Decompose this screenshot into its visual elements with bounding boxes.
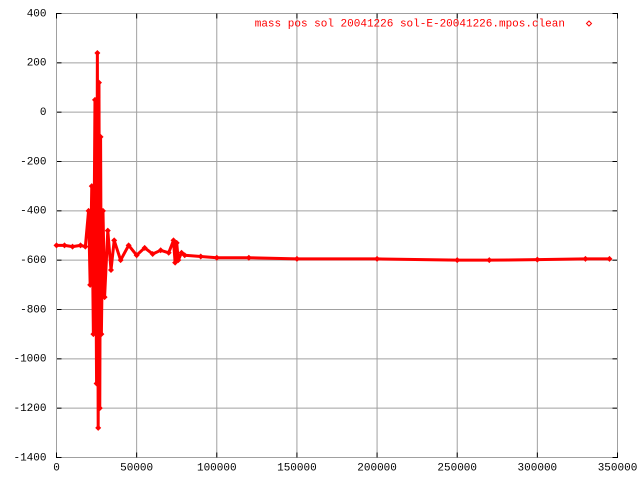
data-point: [87, 281, 94, 288]
x-tick-label: 100000: [197, 462, 237, 474]
data-point: [486, 257, 493, 264]
y-tick-label: -400: [20, 206, 46, 218]
y-tick-label: -800: [20, 304, 46, 316]
data-point: [94, 49, 101, 56]
data-point: [93, 380, 100, 387]
x-tick-label: 300000: [518, 462, 558, 474]
data-point: [173, 239, 180, 246]
data-point: [213, 254, 220, 261]
data-point: [374, 255, 381, 262]
data-point: [82, 243, 89, 250]
y-tick-label: -1200: [13, 403, 46, 415]
data-line: [56, 51, 610, 430]
y-tick-label: 0: [40, 107, 47, 119]
data-point: [175, 257, 182, 264]
data-point: [96, 405, 103, 412]
data-point: [99, 207, 106, 214]
legend-label: mass pos sol 20041226 sol-E-20041226.mpo…: [255, 18, 565, 30]
x-tick-label: 50000: [120, 462, 153, 474]
legend-marker: [585, 20, 593, 27]
data-point: [582, 255, 589, 262]
x-tick-label: 200000: [357, 462, 397, 474]
data-point: [133, 252, 140, 259]
data-point: [101, 294, 108, 301]
y-tick-label: 200: [27, 58, 47, 70]
data-point: [97, 133, 104, 140]
y-tick-label: -1400: [13, 452, 46, 464]
x-tick-label: 0: [53, 462, 60, 474]
data-point: [293, 255, 300, 262]
x-tick-label: 350000: [598, 462, 638, 474]
data-point: [98, 331, 105, 338]
y-tick-label: -200: [20, 156, 46, 168]
data-point: [85, 207, 92, 214]
data-point: [149, 251, 156, 257]
data-point: [245, 254, 252, 261]
data-point: [197, 253, 204, 260]
x-tick-label: 250000: [437, 462, 477, 474]
data-point: [61, 242, 68, 249]
data-point: [534, 256, 541, 263]
data-point: [90, 331, 97, 338]
data-point: [125, 242, 132, 249]
data-point: [181, 252, 188, 259]
data-point: [91, 96, 98, 103]
data-point: [53, 242, 60, 249]
data-point: [95, 79, 102, 86]
data-point: [77, 242, 84, 249]
data-point: [117, 257, 124, 264]
plot-frame: [56, 13, 618, 458]
data-point: [107, 267, 114, 274]
data-point: [69, 243, 76, 250]
data-point: [157, 247, 164, 254]
data-point: [606, 255, 613, 262]
x-tick-label: 150000: [277, 462, 317, 474]
data-point: [95, 424, 102, 431]
y-tick-label: -1000: [13, 354, 46, 366]
y-tick-label: -600: [20, 255, 46, 267]
y-tick-label: 400: [27, 8, 47, 20]
data-point: [111, 237, 118, 244]
data-point: [165, 249, 172, 256]
data-point: [454, 257, 461, 264]
data-point: [141, 244, 148, 251]
data-point: [104, 227, 111, 234]
data-point: [88, 183, 95, 190]
